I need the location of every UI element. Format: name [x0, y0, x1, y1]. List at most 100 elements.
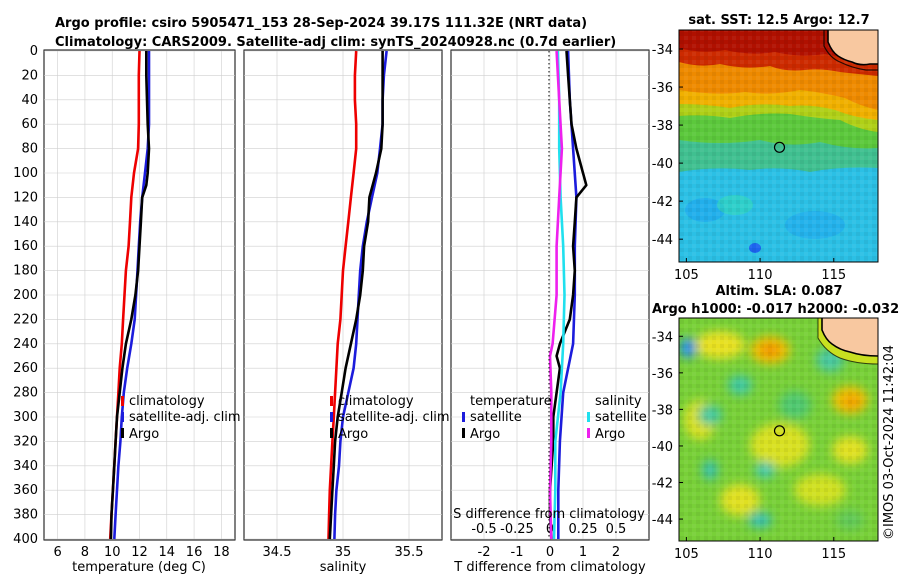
depth-tick-label: 120 — [13, 190, 38, 205]
legend-label-satellite: satellite-adj. clim — [338, 410, 450, 425]
x-tick-label: 6 — [54, 545, 62, 560]
map-xtick-label: 105 — [674, 268, 699, 283]
series-temperature-argo — [548, 50, 588, 540]
sla-map-frame — [678, 317, 879, 542]
legend-swatch-climatology — [121, 396, 124, 406]
profile-series — [108, 50, 588, 540]
sst-map-frame — [678, 29, 879, 263]
s-diff-tick-label: -0.25 — [500, 522, 534, 537]
map-ytick-label: -44 — [652, 513, 673, 528]
legend-label-s-argo: Argo — [595, 427, 625, 442]
difference-xlabel: T difference from climatology — [453, 560, 646, 575]
legend-label-s-satellite: satellite — [595, 410, 647, 425]
series-argo — [109, 51, 151, 540]
legend-label-climatology: climatology — [338, 394, 414, 409]
legend-swatch-s-satellite — [587, 412, 590, 422]
map-ytick-label: -34 — [652, 330, 673, 345]
sla-heatmap — [679, 318, 878, 541]
depth-tick-label: 220 — [13, 312, 38, 327]
legend-label-argo: Argo — [129, 427, 159, 442]
depth-tick-label: 340 — [13, 459, 38, 474]
sst-map-ticks: -34 -36 -38 -40 -42 -44 105 110 115 — [652, 43, 846, 283]
map-ytick-label: -42 — [652, 195, 673, 210]
depth-tick-label: 40 — [21, 93, 38, 108]
map-ytick-label: -40 — [652, 440, 673, 455]
series-climatology — [327, 50, 358, 540]
x-tick-label: -1 — [511, 545, 524, 560]
sla-map-title-line2: Argo h1000: -0.017 h2000: -0.032 — [652, 302, 899, 317]
depth-tick-label: 280 — [13, 386, 38, 401]
legend-title-temperature: temperature — [470, 394, 552, 409]
map-ytick-label: -36 — [652, 367, 673, 382]
map-xtick-label: 105 — [674, 547, 699, 562]
map-ytick-label: -44 — [652, 233, 673, 248]
x-tick-label: 12 — [131, 545, 148, 560]
x-tick-label: 0 — [546, 545, 554, 560]
map-ytick-label: -38 — [652, 403, 673, 418]
map-xtick-label: 115 — [821, 547, 846, 562]
map-xtick-label: 110 — [748, 547, 773, 562]
series-salinity-argo — [548, 50, 564, 540]
depth-tick-label: 200 — [13, 288, 38, 303]
x-tick-label: 35.5 — [395, 545, 424, 560]
depth-axis-labels: 0 20 40 60 80 100 120 140 160 180 200 220 240 260 280 3… — [13, 44, 38, 547]
panel-gridlines — [44, 50, 649, 540]
salinity-xlabel: salinity — [320, 560, 367, 575]
legend-swatch-argo — [121, 428, 124, 438]
sst-map-title: sat. SST: 12.5 Argo: 12.7 — [688, 13, 869, 28]
difference-legend-temperature: temperature satellite Argo — [462, 394, 552, 442]
sst-argo-float-marker — [773, 141, 786, 153]
depth-tick-label: 260 — [13, 361, 38, 376]
s-difference-label: S difference from climatology — [453, 507, 645, 522]
s-diff-tick-label: 0.25 — [569, 522, 598, 537]
depth-tick-label: 60 — [21, 117, 38, 132]
sla-argo-float-marker — [773, 425, 786, 437]
x-tick-label: 2 — [612, 545, 620, 560]
s-diff-tick-label: -0.5 — [471, 522, 496, 537]
depth-tick-label: 320 — [13, 434, 38, 449]
temperature-xlabel: temperature (deg C) — [72, 560, 206, 575]
map-ytick-label: -40 — [652, 157, 673, 172]
depth-tick-label: 20 — [21, 68, 38, 83]
temperature-legend: climatology satellite-adj. clim Argo — [121, 394, 241, 442]
depth-tick-label: 360 — [13, 483, 38, 498]
map-ytick-label: -36 — [652, 81, 673, 96]
header-line2: Climatology: CARS2009. Satellite-adj cli… — [55, 35, 616, 50]
legend-label-climatology: climatology — [129, 394, 205, 409]
depth-tick-label: 0 — [30, 44, 38, 59]
legend-label-t-satellite: satellite — [470, 410, 522, 425]
x-tick-label: 1 — [579, 545, 587, 560]
series-salinity-satellite — [552, 50, 566, 540]
depth-tick-label: 160 — [13, 239, 38, 254]
depth-tick-label: 80 — [21, 142, 38, 157]
legend-label-t-argo: Argo — [470, 427, 500, 442]
x-tick-label: 18 — [213, 545, 230, 560]
sst-heatmap — [679, 30, 878, 262]
legend-label-argo: Argo — [338, 427, 368, 442]
sla-map-ticks: -34 -36 -38 -40 -42 -44 105 110 115 — [652, 330, 846, 562]
depth-tick-label: 100 — [13, 166, 38, 181]
salinity-legend: climatology satellite-adj. clim Argo — [330, 394, 450, 442]
difference-legend-salinity: salinity satellite Argo — [587, 394, 647, 442]
x-tick-label: -2 — [478, 545, 491, 560]
legend-swatch-climatology — [330, 396, 333, 406]
legend-swatch-s-argo — [587, 428, 590, 438]
sla-map-title-line1: Altim. SLA: 0.087 — [716, 284, 843, 299]
x-tick-labels: 6 8 10 12 14 16 18 34.5 35 35.5 -2 -1 0 1 2-0.5 -0.25 0 0… — [54, 522, 627, 560]
legend-swatch-t-satellite — [462, 412, 465, 422]
legend-title-salinity: salinity — [595, 394, 642, 409]
depth-tick-label: 240 — [13, 337, 38, 352]
depth-tick-label: 140 — [13, 215, 38, 230]
map-ytick-label: -34 — [652, 43, 673, 58]
legend-swatch-satellite — [330, 412, 333, 422]
depth-tick-label: 400 — [13, 532, 38, 547]
x-tick-label: 34.5 — [263, 545, 292, 560]
x-tick-label: 10 — [104, 545, 121, 560]
legend-swatch-argo — [330, 428, 333, 438]
depth-tick-label: 180 — [13, 264, 38, 279]
legend-swatch-satellite — [121, 412, 124, 422]
series-argo — [328, 51, 384, 540]
x-tick-label: 16 — [186, 545, 203, 560]
legend-label-satellite: satellite-adj. clim — [129, 410, 241, 425]
